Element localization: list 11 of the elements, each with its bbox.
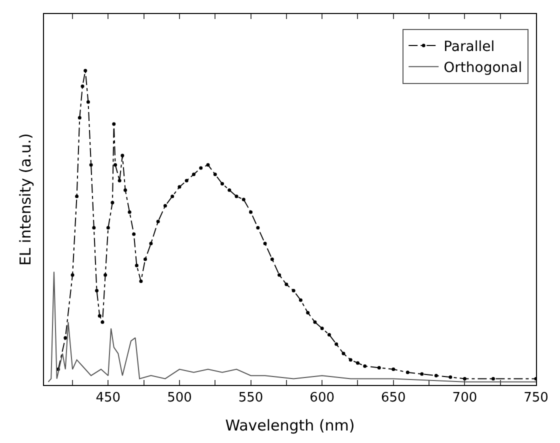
x-tick-label: 750 [524,390,548,406]
x-tick-label: 600 [310,390,335,406]
x-tick-label: 550 [238,390,264,406]
legend-label: Parallel [444,38,495,55]
y-axis-title: EL intensity (a.u.) [16,133,34,266]
legend-label: Orthogonal [444,60,522,76]
x-tick-label: 450 [96,390,121,406]
x-tick-label: 700 [452,390,478,406]
x-tick-label: 500 [167,390,192,406]
x-axis-title: Wavelength (nm) [225,416,355,435]
x-tick-label: 650 [380,390,406,406]
